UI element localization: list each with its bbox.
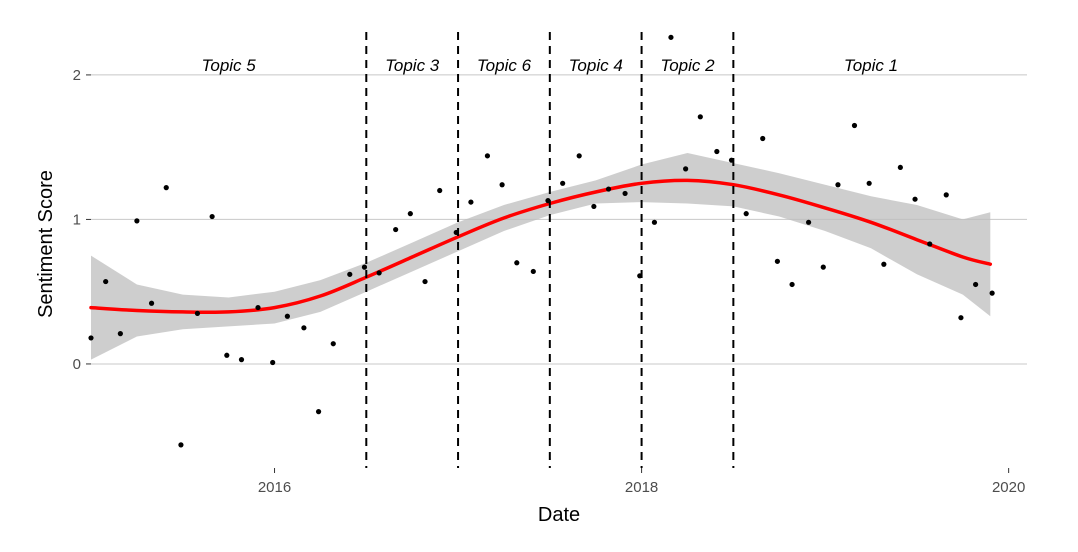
data-point (194, 310, 201, 316)
y-tick-label: 1 (73, 211, 81, 228)
confidence-band (91, 153, 991, 360)
data-point (973, 281, 979, 288)
data-point (743, 211, 749, 217)
data-point (270, 359, 276, 366)
data-point (897, 164, 903, 171)
data-point (484, 153, 491, 159)
data-point (943, 192, 949, 198)
data-point (301, 325, 307, 331)
data-point (912, 196, 918, 202)
topic-label: Topic 2 (660, 56, 715, 75)
data-point (866, 180, 872, 186)
data-point (88, 335, 94, 341)
y-tick-label: 2 (73, 67, 81, 84)
data-point (806, 219, 812, 225)
axis-ticks: 0 1 2 2016 2018 2020 (73, 67, 1026, 496)
data-point (530, 268, 536, 275)
topic-label: Topic 6 (477, 56, 532, 75)
data-point (989, 290, 995, 296)
x-tick-label: 2018 (625, 479, 658, 496)
confidence-band-group (91, 153, 991, 360)
data-point (437, 187, 443, 194)
data-point (407, 211, 413, 217)
data-point (958, 315, 964, 321)
data-point (927, 241, 933, 247)
topic-label: Topic 4 (569, 56, 623, 75)
data-point (820, 264, 826, 270)
data-point (284, 313, 290, 319)
data-points (88, 34, 995, 448)
data-point (576, 153, 582, 159)
data-point (789, 281, 795, 288)
data-point (605, 186, 612, 192)
data-point (683, 166, 689, 172)
data-point (315, 409, 322, 415)
data-point (468, 199, 474, 205)
y-axis-title: Sentiment Score (35, 170, 57, 318)
data-point (499, 182, 505, 188)
data-point (774, 258, 781, 264)
topic-label: Topic 1 (844, 56, 898, 75)
data-point (668, 34, 674, 40)
data-point (714, 148, 720, 155)
topic-labels: Topic 5 Topic 3 Topic 6 Topic 4 Topic 2 Topic… (202, 56, 899, 75)
data-point (117, 331, 123, 337)
data-point (881, 261, 887, 267)
data-point (851, 122, 858, 129)
data-point (224, 352, 230, 358)
data-point (209, 213, 215, 220)
topic-label: Topic 3 (385, 56, 440, 75)
data-point (697, 114, 703, 120)
data-point (134, 218, 140, 224)
topic-label: Topic 5 (202, 56, 257, 75)
x-axis-title: Date (538, 504, 580, 526)
data-point (330, 341, 336, 347)
data-point (760, 135, 766, 142)
data-point (835, 182, 841, 188)
data-point (255, 304, 261, 311)
data-point (393, 226, 399, 233)
data-point (651, 219, 658, 225)
data-point (347, 271, 353, 277)
data-point (163, 185, 169, 191)
topic-dividers (365, 32, 735, 468)
data-point (422, 278, 428, 285)
x-tick-label: 2016 (258, 479, 291, 496)
data-point (103, 278, 109, 285)
data-point (514, 260, 520, 266)
data-point (148, 300, 155, 306)
x-tick-label: 2020 (992, 479, 1025, 496)
data-point (560, 180, 566, 186)
y-tick-label: 0 (73, 356, 81, 373)
data-point (361, 264, 368, 270)
data-point (622, 190, 628, 197)
data-point (591, 203, 597, 210)
data-point (238, 357, 245, 363)
data-point (376, 270, 382, 276)
data-point (178, 442, 184, 448)
